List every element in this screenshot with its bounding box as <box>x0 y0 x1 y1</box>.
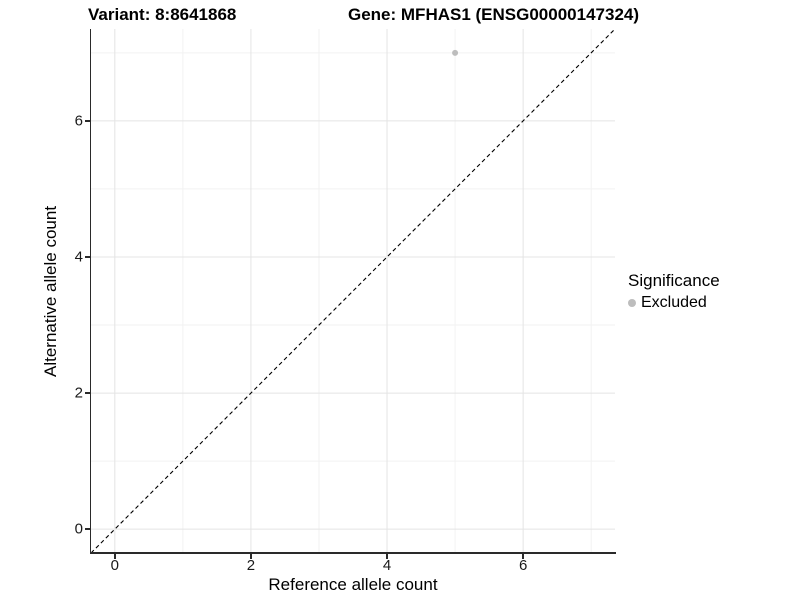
plot-title-gene: Gene: MFHAS1 (ENSG00000147324) <box>348 5 640 24</box>
identity-dashed-line <box>91 29 615 553</box>
y-tick-label: 6 <box>74 112 83 130</box>
x-tick-label: 0 <box>110 557 119 574</box>
y-tick-label: 4 <box>74 248 83 266</box>
x-tick-mark <box>386 554 388 559</box>
x-tick-mark <box>250 554 252 559</box>
plot-panel <box>91 29 615 553</box>
x-tick-label: 6 <box>518 557 528 574</box>
plot-title-variant: Variant: 8:8641868 <box>88 5 237 24</box>
y-tick-label: 0 <box>74 520 83 538</box>
legend-title: Significance <box>628 271 720 290</box>
x-tick-mark <box>522 554 524 559</box>
x-axis-title: Reference allele count <box>268 575 438 594</box>
y-tick-mark <box>84 392 90 394</box>
legend-items: Excluded <box>628 294 720 312</box>
y-tick-mark <box>84 528 90 530</box>
legend-item: Excluded <box>628 294 720 312</box>
legend-item-label: Excluded <box>641 294 707 311</box>
y-axis-line <box>89 29 92 554</box>
y-tick-label: 2 <box>74 384 83 402</box>
x-tick-label: 2 <box>246 557 256 574</box>
y-tick-mark <box>84 256 90 258</box>
y-tick-mark <box>84 120 90 122</box>
x-tick-label: 4 <box>382 557 392 574</box>
legend: Significance Excluded <box>628 271 720 312</box>
y-axis-title: Alternative allele count <box>41 205 60 377</box>
x-axis-line <box>89 552 616 554</box>
data-point <box>452 49 459 56</box>
x-tick-mark <box>114 554 116 559</box>
legend-point-icon <box>628 299 636 307</box>
